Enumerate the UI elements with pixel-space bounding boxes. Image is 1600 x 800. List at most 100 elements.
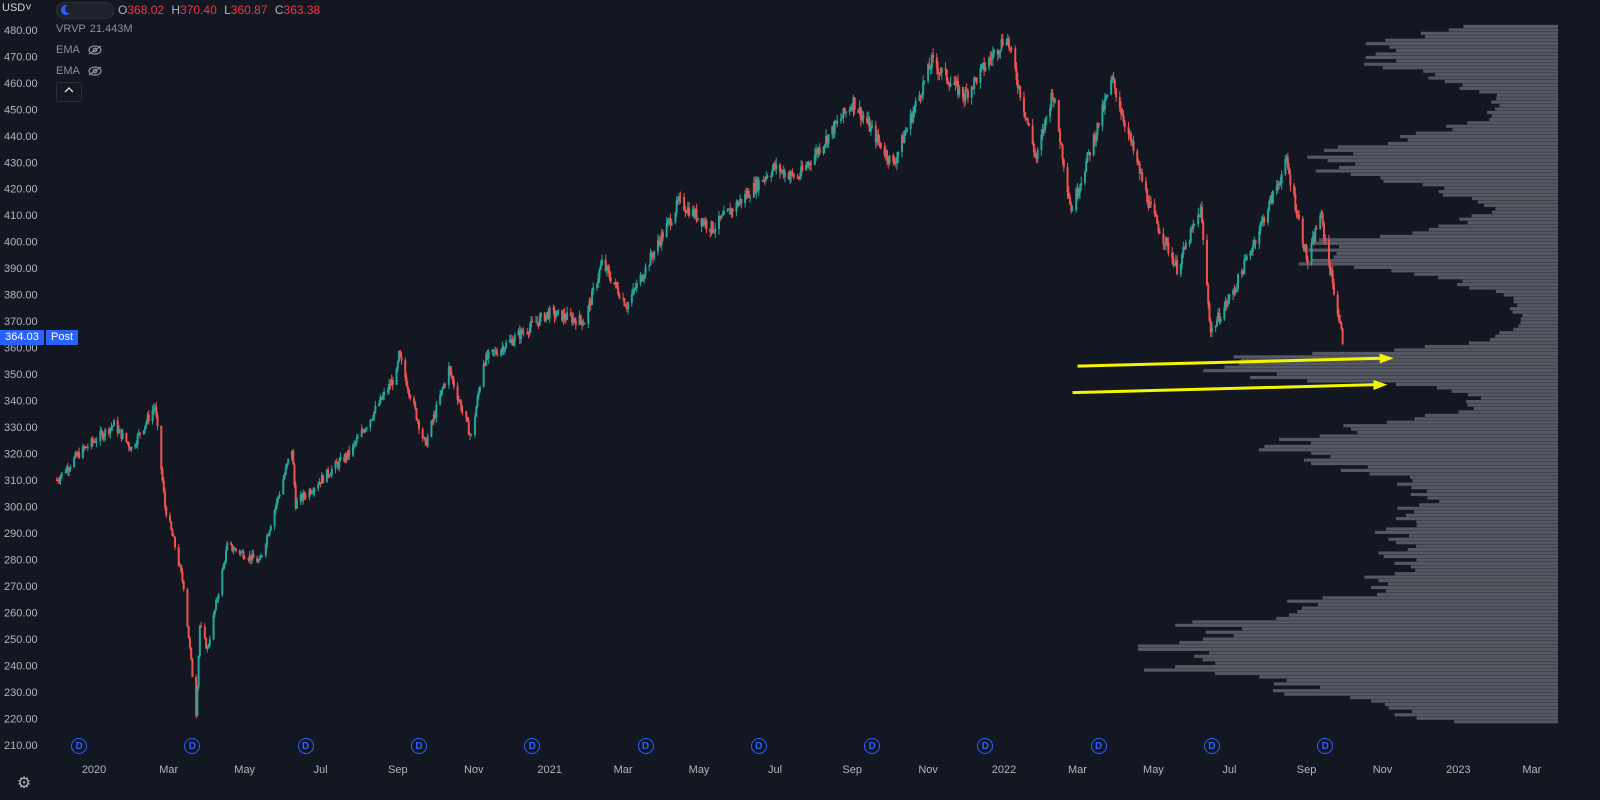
dividend-marker[interactable]: D: [977, 738, 994, 754]
candle-body: [1070, 204, 1073, 211]
candle-body: [1105, 96, 1108, 100]
dividend-marker[interactable]: D: [1090, 738, 1107, 754]
candle-body: [640, 274, 643, 281]
candle-body: [425, 440, 428, 446]
candle-body: [232, 550, 235, 552]
candle-body: [826, 135, 829, 144]
candle-body: [691, 209, 694, 217]
candle-body: [566, 312, 569, 320]
dividend-marker[interactable]: D: [184, 738, 201, 754]
candle-body: [538, 316, 541, 326]
candle-body: [369, 419, 372, 428]
candle-body: [139, 432, 142, 435]
candle-body: [623, 298, 626, 306]
candle-body: [676, 200, 679, 202]
candle-body: [1031, 125, 1034, 145]
time-axis[interactable]: 2020 Mar May Jul Sep Nov 2021 Mar May Jul Sep Nov 20…: [82, 764, 1542, 776]
candle-body: [878, 140, 881, 143]
session-toggle[interactable]: [56, 2, 114, 19]
volume-profile-bar: [1438, 224, 1558, 228]
volume-profile-bar: [1426, 489, 1558, 493]
volume-profile-bar: [1383, 554, 1558, 559]
candle-body: [658, 240, 661, 242]
eye-hidden-icon[interactable]: [88, 66, 102, 76]
collapse-legend-button[interactable]: [56, 82, 82, 102]
candle-body: [1288, 167, 1291, 175]
candle-body: [93, 441, 96, 443]
candle-body: [269, 526, 272, 531]
candle-body: [1066, 167, 1069, 193]
candle-body: [460, 401, 463, 411]
eye-hidden-icon[interactable]: [88, 45, 102, 55]
volume-profile-bar: [1452, 128, 1558, 132]
candle-body: [243, 558, 246, 560]
indicator-vrvp[interactable]: VRVP 21.443M: [56, 23, 133, 35]
volume-profile-bar: [1376, 592, 1558, 596]
candle-body: [1269, 196, 1272, 202]
volume-profile-bar: [1416, 523, 1558, 528]
candle-body: [797, 177, 800, 179]
candle-body: [1217, 312, 1220, 321]
candle-body: [517, 330, 520, 336]
candle-body: [229, 542, 232, 545]
candle-body: [353, 443, 356, 445]
candle-body: [678, 196, 681, 202]
dividend-marker[interactable]: D: [410, 738, 427, 754]
candle-body: [475, 407, 478, 417]
price-axis[interactable]: 480.00 470.00 460.00 450.00 440.00 430.00 420.…: [4, 25, 38, 752]
candle-body: [476, 396, 479, 408]
candle-body: [415, 408, 418, 420]
volume-profile-bar: [1438, 190, 1558, 194]
candle-body: [1275, 186, 1278, 191]
dividend-marker[interactable]: D: [297, 738, 314, 754]
candle-body: [798, 176, 801, 179]
annotation-arrow[interactable]: [1072, 380, 1388, 395]
dividend-marker[interactable]: D: [1203, 738, 1220, 754]
vrvp-name: VRVP: [56, 23, 86, 35]
candle-body: [1153, 203, 1156, 214]
dividend-marker[interactable]: D: [524, 738, 541, 754]
candle-body: [496, 353, 499, 356]
candle-body: [414, 402, 417, 409]
candle-body: [190, 647, 193, 660]
candle-body: [574, 320, 577, 325]
price-tick-label: 250.00: [4, 634, 38, 646]
volume-profile-bar: [1424, 344, 1558, 349]
candle-body: [83, 446, 86, 449]
price-tick-label: 410.00: [4, 210, 38, 222]
candle-body: [400, 356, 403, 361]
annotation-arrow[interactable]: [1077, 353, 1394, 368]
candle-body: [853, 97, 856, 110]
candle-body: [90, 438, 93, 448]
currency-selector[interactable]: USD˅: [2, 2, 32, 14]
candle-body: [685, 212, 688, 214]
dividend-marker[interactable]: D: [637, 738, 654, 754]
candle-body: [295, 500, 298, 509]
dividend-marker[interactable]: D: [750, 738, 767, 754]
candle-body: [974, 77, 977, 79]
candle-body: [711, 221, 714, 233]
dividend-marker[interactable]: D: [71, 738, 88, 754]
candle-body: [198, 625, 201, 656]
indicator-ema-1[interactable]: EMA: [56, 44, 102, 56]
volume-profile-bar: [1428, 76, 1558, 80]
indicator-ema-2[interactable]: EMA: [56, 65, 102, 77]
candle-body: [1179, 263, 1182, 275]
volume-profile-bar: [1259, 675, 1558, 679]
dividend-marker[interactable]: D: [864, 738, 881, 754]
candle-body: [1009, 47, 1012, 49]
candle-body: [116, 420, 119, 434]
settings-gear-icon[interactable]: ⚙: [16, 775, 32, 792]
candle-body: [1176, 260, 1179, 275]
candle-body: [869, 126, 872, 132]
candle-body: [1240, 271, 1243, 275]
annotations[interactable]: [1072, 353, 1394, 395]
candle-body: [1158, 231, 1161, 234]
candle-body: [356, 436, 359, 439]
volume-profile-bar: [1444, 79, 1558, 84]
candle-body: [726, 209, 729, 212]
dividend-marker[interactable]: D: [1317, 738, 1334, 754]
candle-body: [1138, 163, 1141, 174]
